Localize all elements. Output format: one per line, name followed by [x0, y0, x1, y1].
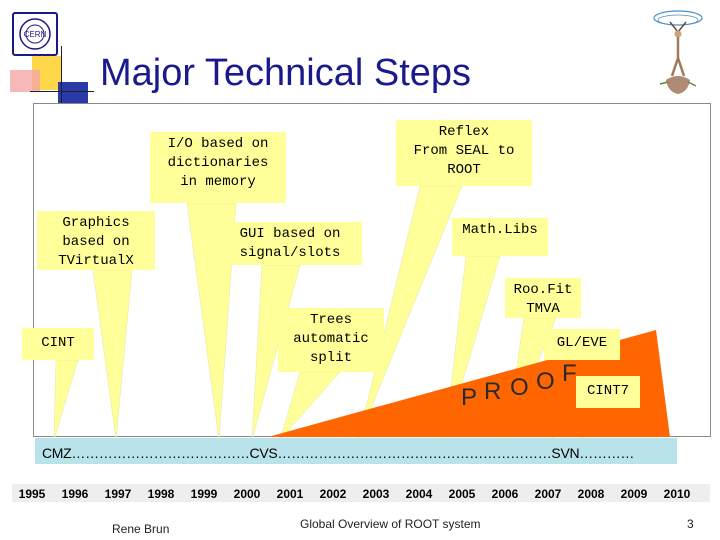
timeline-band: [35, 438, 677, 464]
callout-mathlibs: Math.Libs: [452, 218, 548, 256]
pointer-trees: [279, 371, 341, 441]
year-label: 1999: [190, 487, 218, 501]
proof-letter-o2: O: [536, 368, 555, 395]
deco-blue-square: [58, 82, 88, 104]
year-label: 2002: [319, 487, 347, 501]
year-label: 2007: [534, 487, 562, 501]
year-label: 1995: [18, 487, 46, 501]
page-number: 3: [687, 517, 694, 531]
year-label: 1996: [61, 487, 89, 501]
deco-vline: [61, 46, 62, 104]
proof-letter-o1: O: [510, 374, 529, 401]
slide-title: Major Technical Steps: [100, 52, 472, 94]
cern-logo-icon: CERN: [19, 18, 51, 50]
pointer-reflex: [357, 185, 463, 441]
year-label: 2005: [448, 487, 476, 501]
callout-reflex: Reflex From SEAL to ROOT: [396, 120, 532, 186]
year-label: 2009: [620, 487, 648, 501]
year-label: 1997: [104, 487, 132, 501]
year-label: 2006: [491, 487, 519, 501]
pointer-graphics: [92, 269, 133, 441]
atlas-figure-icon: [653, 10, 703, 94]
callout-io: I/O based on dictionaries in memory: [150, 132, 286, 203]
deco-hline: [30, 91, 94, 92]
year-label: 2004: [405, 487, 433, 501]
callout-cint: CINT: [22, 328, 94, 360]
cern-logo-text: CERN: [24, 30, 47, 39]
callout-gleve: GL/EVE: [544, 329, 620, 360]
deco-pink-square: [10, 70, 40, 92]
year-label: 2010: [663, 487, 691, 501]
timeline-text: CMZ…………………………………CVS……………………………………………………S…: [42, 445, 635, 461]
cern-logo: CERN: [12, 12, 58, 56]
year-label: 1998: [147, 487, 175, 501]
year-label: 2008: [577, 487, 605, 501]
year-axis-bar: [12, 484, 710, 502]
pointer-cint: [53, 359, 79, 441]
proof-letter-p: P: [461, 384, 478, 411]
callout-graphics: Graphics based on TVirtualX: [37, 211, 155, 270]
year-label: 2001: [276, 487, 304, 501]
atlas-illustration: [648, 6, 708, 98]
footer-author: Rene Brun: [112, 522, 170, 536]
proof-letter-f: F: [562, 360, 577, 387]
proof-letter-r: R: [484, 378, 502, 405]
year-label: 2000: [233, 487, 261, 501]
callout-roofit: Roo.Fit TMVA: [505, 278, 581, 318]
year-label: 2003: [362, 487, 390, 501]
callout-gui: GUI based on signal/slots: [218, 222, 362, 265]
callout-trees: Trees automatic split: [278, 308, 384, 372]
callout-cint7: CINT7: [576, 376, 640, 408]
footer-center: Global Overview of ROOT system: [300, 517, 481, 531]
